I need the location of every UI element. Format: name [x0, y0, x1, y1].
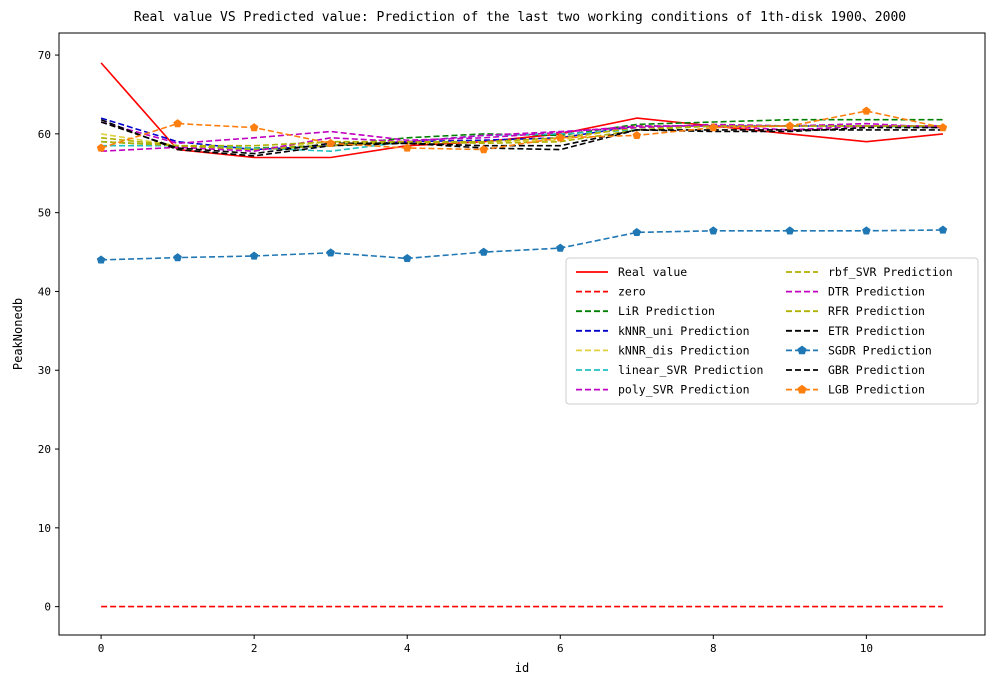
y-tick-label: 40: [38, 285, 51, 298]
series-line-gbr-prediction: [100, 118, 943, 157]
data-point-lgb-prediction: [632, 130, 642, 140]
x-tick-label: 0: [98, 642, 105, 655]
data-point-sgdr-prediction: [479, 247, 488, 256]
series-line-poly-svr-prediction: [100, 121, 943, 145]
data-point-lgb-prediction: [249, 123, 259, 132]
legend-label-gbr-prediction: GBR Prediction: [828, 363, 925, 377]
data-point-sgdr-prediction: [709, 226, 718, 235]
data-point-sgdr-prediction: [326, 248, 335, 257]
legend-label-rbf-svr-prediction: rbf_SVR Prediction: [828, 265, 953, 279]
axis-ticks: 0 2 4 6 8 10 0 10 20 30 40 50 60 70: [38, 49, 873, 655]
legend-label-lir-prediction: LiR Prediction: [618, 304, 715, 318]
legend: Real value zero LiR Prediction kNNR_uni Pre…: [565, 257, 979, 405]
legend-label-knnr-uni-prediction: kNNR_uni Prediction: [618, 324, 750, 338]
y-tick-label: 10: [38, 522, 51, 535]
series-line-knnr-uni-prediction: [100, 117, 943, 151]
legend-box: [565, 257, 979, 405]
data-point-sgdr-prediction: [96, 255, 106, 264]
legend-label-lgb-prediction: LGB Prediction: [828, 383, 925, 397]
legend-label-poly-svr-prediction: poly_SVR Prediction: [618, 383, 750, 397]
x-tick-label: 2: [251, 642, 258, 655]
legend-label-rfr-prediction: RFR Prediction: [828, 304, 925, 318]
data-point-lgb-prediction: [862, 106, 871, 115]
data-point-lgb-prediction: [173, 119, 182, 128]
series-line-sgdr-prediction: [101, 229, 943, 261]
legend-label-dtr-prediction: DTR Prediction: [828, 285, 925, 299]
data-point-sgdr-prediction: [632, 227, 642, 237]
data-point-sgdr-prediction: [402, 253, 412, 263]
series-line-rfr-prediction: [101, 125, 943, 147]
data-point-lgb-prediction: [326, 138, 335, 147]
y-tick-label: 0: [44, 601, 51, 614]
data-point-lgb-prediction: [96, 143, 106, 152]
data-point-sgdr-prediction: [556, 243, 565, 252]
legend-label-linear-svr-prediction: linear_SVR Prediction: [618, 363, 763, 377]
y-tick-label: 20: [38, 443, 51, 456]
legend-marker-lgb-prediction: [797, 384, 807, 394]
data-point-sgdr-prediction: [862, 226, 871, 235]
data-point-sgdr-prediction: [938, 225, 948, 234]
series-line-real-value: [100, 62, 943, 159]
legend-label-zero: zero: [618, 285, 646, 299]
legend-marker-sgdr-prediction: [797, 345, 807, 355]
data-point-lgb-prediction: [785, 121, 795, 130]
x-tick-label: 4: [404, 642, 411, 655]
data-point-lgb-prediction: [402, 143, 412, 152]
y-tick-label: 60: [38, 128, 51, 141]
data-point-lgb-prediction: [556, 133, 565, 142]
data-point-lgb-prediction: [479, 145, 488, 154]
chart-title: Real value VS Predicted value: Predictio…: [134, 10, 906, 25]
data-point-sgdr-prediction: [249, 251, 259, 260]
y-tick-label: 30: [38, 364, 51, 377]
legend-label-real-value: Real value: [618, 265, 687, 279]
plot-area: [58, 32, 986, 636]
legend-label-knnr-dis-prediction: kNNR_dis Prediction: [618, 343, 750, 357]
data-point-sgdr-prediction: [785, 226, 795, 235]
data-point-sgdr-prediction: [173, 253, 182, 262]
x-axis-label: id: [515, 661, 529, 675]
y-tick-label: 50: [38, 207, 51, 220]
series-line-etr-prediction: [100, 121, 943, 155]
x-tick-label: 8: [710, 642, 717, 655]
series-layer: [96, 62, 948, 608]
legend-label-etr-prediction: ETR Prediction: [828, 324, 925, 338]
x-tick-label: 10: [860, 642, 873, 655]
data-point-lgb-prediction: [709, 123, 718, 132]
legend-label-sgdr-prediction: SGDR Prediction: [828, 343, 932, 357]
series-line-lgb-prediction: [100, 110, 944, 151]
y-axis-label: PeakNonedb: [11, 298, 25, 370]
y-tick-label: 70: [38, 49, 51, 62]
x-tick-label: 6: [557, 642, 564, 655]
data-point-lgb-prediction: [938, 123, 948, 132]
